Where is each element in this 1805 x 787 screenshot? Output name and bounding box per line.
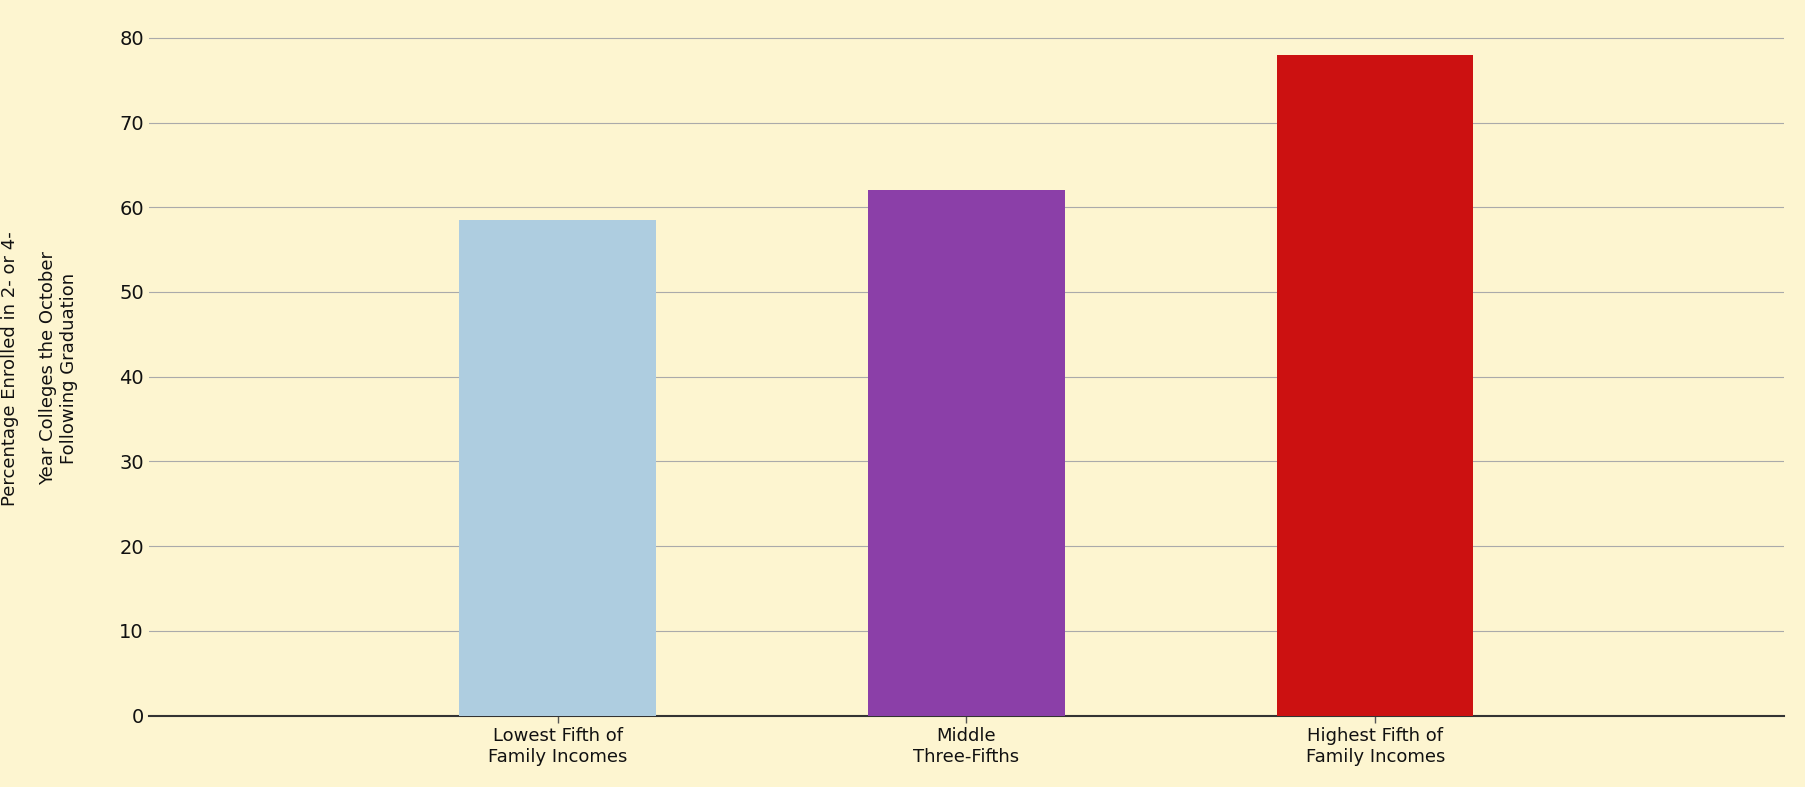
Bar: [1278, 55, 1473, 715]
Bar: [460, 220, 655, 715]
Text: Percentage Enrolled in 2- or 4-: Percentage Enrolled in 2- or 4-: [0, 231, 18, 505]
Text: Year Colleges the October
Following Graduation: Year Colleges the October Following Grad…: [40, 251, 78, 486]
Bar: [868, 190, 1065, 715]
